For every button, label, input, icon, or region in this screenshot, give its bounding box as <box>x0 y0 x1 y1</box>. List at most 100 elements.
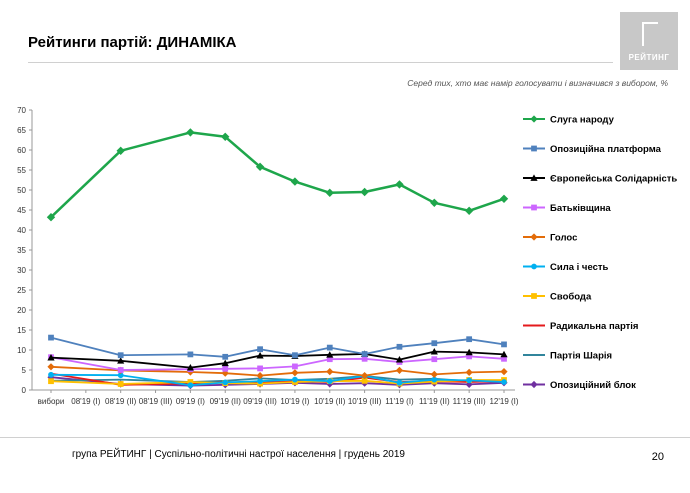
series-1-point <box>361 351 368 357</box>
series-0-point <box>255 162 265 171</box>
series-4-point <box>430 370 438 378</box>
y-tick-label: 5 <box>22 366 27 375</box>
page-title: Рейтинги партій: ДИНАМІКА <box>28 34 237 51</box>
legend-swatch-marker <box>531 263 537 270</box>
y-tick-label: 30 <box>17 266 26 275</box>
series-1-point <box>466 336 473 343</box>
series-2-point <box>47 354 55 361</box>
y-tick-label: 45 <box>17 206 26 215</box>
legend-label: Батьківщина <box>550 203 611 214</box>
series-1-point <box>117 352 124 359</box>
chart-subtitle: Серед тих, хто має намір голосувати і ви… <box>407 78 668 88</box>
series-5-point <box>222 379 229 386</box>
series-2-point <box>395 356 404 363</box>
y-tick-label: 60 <box>17 146 26 155</box>
legend-label: Опозиційна платформа <box>550 144 662 155</box>
series-1-point <box>257 346 263 353</box>
x-tick-label: 10'19 (II) <box>314 397 346 406</box>
legend-swatch-marker <box>531 293 537 299</box>
series-6-line <box>50 379 504 385</box>
series-0-point <box>46 213 56 222</box>
series-1-point <box>501 341 507 348</box>
footer-text: група РЕЙТИНГ | Суспільно-політичні наст… <box>72 449 405 460</box>
legend-label: Свобода <box>550 292 592 303</box>
series-2-point <box>256 352 264 359</box>
series-2-point <box>117 357 125 364</box>
series-3-point <box>257 365 263 372</box>
series-1-line <box>50 336 505 358</box>
series-0-point <box>395 180 404 189</box>
x-tick-label: 11'19 (III) <box>453 397 486 406</box>
series-5-line <box>50 373 505 387</box>
series-4-point <box>291 369 299 377</box>
series-2-point <box>186 364 194 371</box>
footer-divider <box>0 437 690 438</box>
title-divider <box>28 62 613 63</box>
series-9-point <box>465 380 473 388</box>
series-0-point <box>116 146 125 155</box>
series-5-point <box>396 379 403 386</box>
series-4-point <box>256 372 264 380</box>
rating-logo: РЕЙТИНГ <box>620 12 678 70</box>
x-tick-label: 10'19 (III) <box>348 397 382 406</box>
x-tick-label: 09'19 (III) <box>243 397 277 406</box>
series-6-point <box>117 381 124 387</box>
legend-label: Голос <box>550 233 577 244</box>
legend-label: Європейська Солідарність <box>550 174 677 185</box>
series-4-point <box>500 368 508 376</box>
series-4-point <box>326 368 334 376</box>
series-0-point <box>430 198 439 207</box>
series-0-point <box>360 187 369 197</box>
series-6-point <box>361 377 368 384</box>
series-3-point <box>501 355 507 362</box>
series-0-point <box>186 128 195 137</box>
series-5-point <box>257 378 263 385</box>
series-0-point <box>290 177 300 186</box>
series-4-point <box>221 369 229 377</box>
series-4-point <box>395 366 404 374</box>
x-tick-label: 08'19 (I) <box>71 397 100 406</box>
y-tick-label: 55 <box>17 166 26 175</box>
series-3-point <box>361 355 368 362</box>
y-tick-label: 40 <box>17 226 26 235</box>
y-tick-label: 35 <box>17 246 26 255</box>
series-5-point <box>292 376 298 383</box>
series-5-point <box>466 377 473 384</box>
series-4-point <box>47 363 55 371</box>
series-2-line <box>50 350 505 369</box>
x-tick-label: 10'19 (I) <box>280 397 309 406</box>
legend-label: Слуга народу <box>550 115 615 126</box>
series-1-point <box>396 343 403 350</box>
series-1-point <box>292 352 298 359</box>
series-2-point <box>221 359 229 367</box>
x-tick-label: 08'19 (III) <box>139 397 173 406</box>
series-3-point <box>466 353 473 360</box>
series-3-point <box>222 365 229 372</box>
y-tick-label: 25 <box>17 286 26 295</box>
legend-swatch-marker <box>530 233 538 241</box>
series-5-point <box>48 371 54 378</box>
series-5-point <box>187 382 194 389</box>
series-4-line <box>50 365 505 377</box>
x-tick-label: вибори <box>38 397 65 406</box>
x-tick-label: 08'19 (II) <box>105 397 137 406</box>
series-4-point <box>361 372 369 380</box>
legend-label: Радикальна партія <box>550 321 638 332</box>
series-5-point <box>501 379 507 385</box>
legend-label: Опозиційний блок <box>550 380 636 391</box>
series-2-point <box>430 348 438 355</box>
series-3-point <box>326 356 333 363</box>
series-0-point <box>325 188 334 197</box>
legend-swatch-marker <box>531 145 537 152</box>
series-2-point <box>500 350 508 358</box>
x-tick-label: 11'19 (I) <box>385 397 414 406</box>
series-3-point <box>431 356 438 363</box>
series-6-point <box>48 378 54 385</box>
page-number: 20 <box>651 451 664 463</box>
series-4-point <box>465 368 473 376</box>
series-3-point <box>292 363 298 370</box>
y-tick-label: 0 <box>22 386 27 395</box>
y-tick-label: 10 <box>17 346 26 355</box>
series-2-point <box>465 348 473 356</box>
